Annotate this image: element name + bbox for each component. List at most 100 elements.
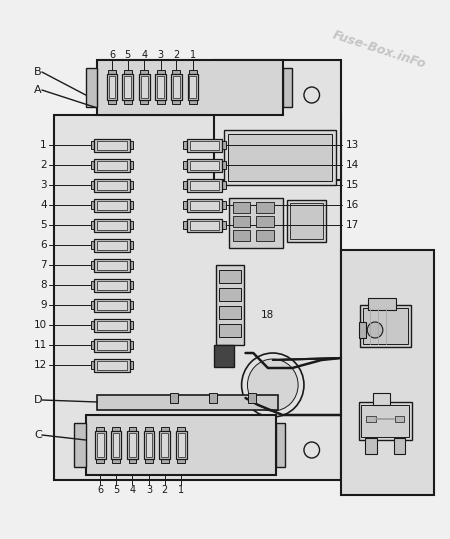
Bar bbox=[228, 134, 332, 181]
Text: 1: 1 bbox=[40, 140, 47, 150]
Bar bbox=[256, 230, 274, 241]
Bar bbox=[173, 76, 180, 98]
Bar bbox=[171, 74, 182, 100]
Bar bbox=[130, 321, 134, 329]
Bar bbox=[288, 200, 326, 242]
Bar bbox=[130, 281, 134, 289]
Bar bbox=[359, 322, 366, 338]
Bar bbox=[97, 161, 126, 169]
Bar bbox=[190, 141, 219, 149]
Bar bbox=[94, 299, 130, 312]
Bar bbox=[222, 221, 226, 229]
Text: 3: 3 bbox=[146, 485, 152, 495]
Bar bbox=[97, 141, 126, 149]
Bar bbox=[188, 74, 198, 100]
Bar bbox=[360, 305, 411, 347]
Bar bbox=[177, 459, 185, 463]
Bar bbox=[130, 221, 134, 229]
Bar bbox=[190, 220, 219, 230]
Bar bbox=[178, 433, 184, 457]
Bar bbox=[214, 60, 341, 180]
Text: 8: 8 bbox=[40, 280, 47, 290]
Bar bbox=[90, 161, 94, 169]
Bar bbox=[139, 74, 149, 100]
Text: 7: 7 bbox=[40, 260, 47, 270]
Bar bbox=[112, 427, 120, 431]
Bar bbox=[363, 308, 408, 344]
Bar bbox=[172, 70, 180, 74]
Bar bbox=[171, 393, 178, 403]
Bar bbox=[97, 433, 104, 457]
Bar bbox=[97, 260, 126, 270]
Text: Fuse-Box.inFo: Fuse-Box.inFo bbox=[331, 28, 428, 71]
Bar bbox=[108, 76, 116, 98]
Bar bbox=[94, 198, 130, 211]
Bar bbox=[90, 361, 94, 369]
Bar bbox=[96, 459, 104, 463]
Bar bbox=[187, 218, 222, 231]
Text: 11: 11 bbox=[33, 340, 47, 350]
Bar bbox=[229, 198, 283, 248]
Bar bbox=[157, 70, 165, 74]
Text: 3: 3 bbox=[158, 50, 164, 60]
Bar bbox=[97, 181, 126, 190]
Bar bbox=[365, 438, 377, 454]
Bar bbox=[187, 198, 222, 211]
Bar bbox=[224, 130, 336, 185]
Text: A: A bbox=[34, 85, 42, 95]
Bar bbox=[189, 100, 197, 104]
Bar bbox=[219, 306, 241, 319]
Text: 6: 6 bbox=[109, 50, 115, 60]
Bar bbox=[256, 202, 274, 213]
Bar bbox=[112, 459, 120, 463]
Text: 5: 5 bbox=[40, 220, 47, 230]
Bar bbox=[130, 241, 134, 249]
Bar bbox=[341, 250, 433, 495]
Bar bbox=[130, 361, 134, 369]
Text: 6: 6 bbox=[40, 240, 47, 250]
Bar bbox=[140, 70, 148, 74]
Text: D: D bbox=[34, 395, 43, 405]
Bar bbox=[361, 405, 409, 437]
Bar bbox=[94, 158, 130, 171]
Bar bbox=[368, 298, 396, 310]
Bar bbox=[94, 279, 130, 292]
Bar bbox=[130, 141, 134, 149]
Bar bbox=[96, 427, 104, 431]
Bar bbox=[183, 201, 187, 209]
Bar bbox=[124, 76, 131, 98]
Text: 10: 10 bbox=[34, 320, 47, 330]
Bar bbox=[222, 181, 226, 189]
Bar bbox=[222, 201, 226, 209]
Bar bbox=[373, 393, 390, 405]
Text: 15: 15 bbox=[346, 180, 359, 190]
Bar bbox=[145, 459, 153, 463]
Bar bbox=[112, 433, 119, 457]
Bar bbox=[86, 415, 276, 475]
Bar bbox=[161, 427, 169, 431]
Bar bbox=[248, 393, 256, 403]
Bar bbox=[90, 261, 94, 269]
Bar bbox=[359, 402, 412, 440]
Bar bbox=[283, 68, 292, 107]
Bar bbox=[233, 202, 250, 213]
Bar bbox=[130, 181, 134, 189]
Bar bbox=[140, 100, 148, 104]
Bar bbox=[219, 288, 241, 301]
Bar bbox=[177, 427, 185, 431]
Text: 4: 4 bbox=[40, 200, 47, 210]
Bar bbox=[222, 141, 226, 149]
Text: 2: 2 bbox=[162, 485, 168, 495]
Bar bbox=[155, 74, 166, 100]
Bar bbox=[183, 181, 187, 189]
Bar bbox=[97, 321, 126, 329]
Bar bbox=[183, 221, 187, 229]
Bar bbox=[108, 70, 116, 74]
Bar bbox=[90, 241, 94, 249]
Bar bbox=[107, 74, 117, 100]
Bar bbox=[233, 216, 250, 227]
Text: B: B bbox=[34, 67, 42, 77]
Text: 18: 18 bbox=[261, 310, 274, 320]
Bar bbox=[97, 240, 126, 250]
Bar bbox=[189, 70, 197, 74]
